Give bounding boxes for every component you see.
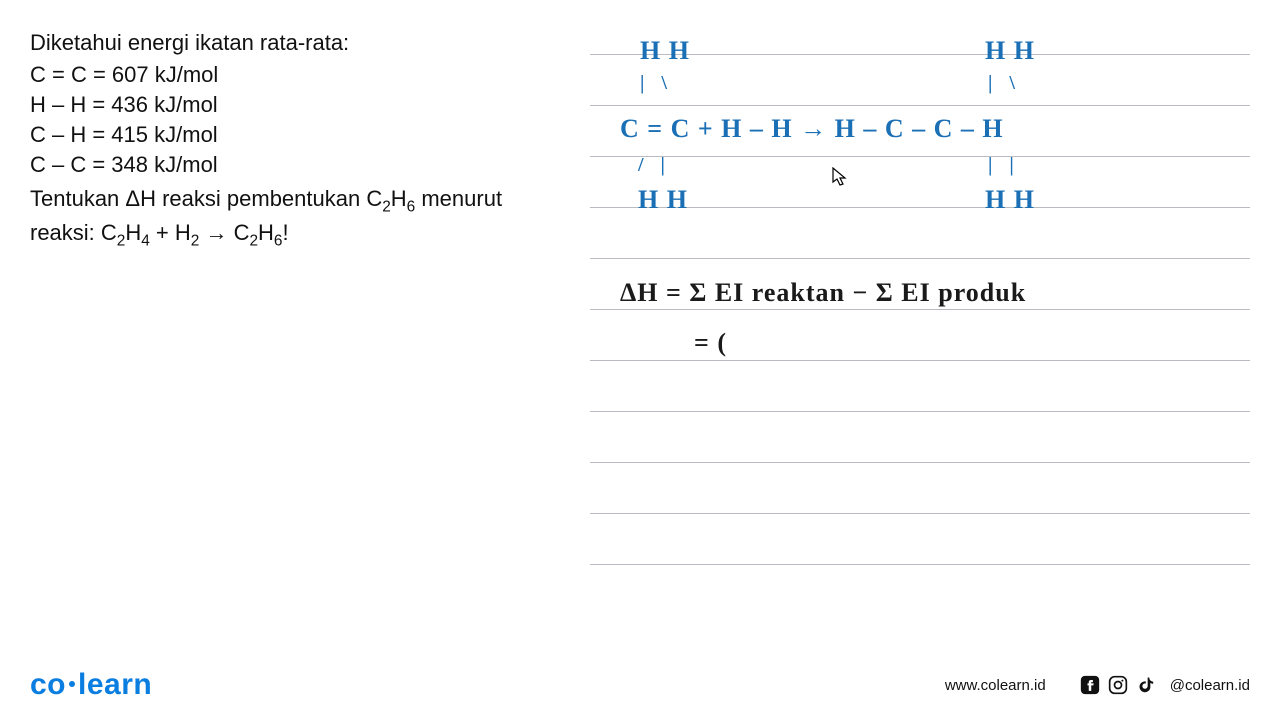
problem-question: Tentukan ΔH reaksi pembentukan C2H6 menu… [30,184,570,252]
ink-work-2: = ( [694,328,727,358]
ink-work-1: ΔH = Σ EI reaktan − Σ EI produk [620,278,1026,308]
q-sub-1: 2 [382,198,391,215]
instagram-icon [1108,675,1128,695]
bond-1: C = C = 607 kJ/mol [30,62,570,88]
q-text-6: + H [150,220,191,245]
q-text-2: H [391,186,407,211]
ink-bond-tr: | \ [988,72,1021,95]
facebook-icon [1080,675,1100,695]
q-text-1: Tentukan ΔH reaksi pembentukan C [30,186,382,211]
whiteboard-panel: H H H H | \ | \ C = C + H – H → H – C – … [590,30,1250,630]
footer-url: www.colearn.id [945,677,1046,694]
cursor-icon [832,167,848,187]
q-sub-4: 4 [141,232,150,249]
social-icons [1080,675,1156,695]
q-text-9: ! [282,220,288,245]
brand-learn: learn [78,668,152,701]
ink-middle: C = C + H – H → H – C – C – H [620,114,1004,144]
brand-co: co [30,668,66,701]
ink-bond-bl: / | [638,154,671,177]
ink-bot-h-right: H H [985,185,1035,215]
q-sub-6: 2 [249,232,258,249]
ink-bond-tl: | \ [640,72,673,95]
bond-3: C – H = 415 kJ/mol [30,122,570,148]
bond-2: H – H = 436 kJ/mol [30,92,570,118]
q-text-5: H [125,220,141,245]
q-text-8: H [258,220,274,245]
q-text-7: → C [199,220,249,245]
ink-bond-br: | | [988,154,1020,177]
q-text-4: reaksi: C [30,220,117,245]
footer-right: www.colearn.id @colearn.id [945,675,1250,695]
brand-logo: colearn [30,668,152,702]
footer: colearn www.colearn.id @colearn.id [0,650,1280,720]
problem-title: Diketahui energi ikatan rata-rata: [30,30,570,56]
tiktok-icon [1136,675,1156,695]
footer-handle: @colearn.id [1170,677,1250,694]
q-sub-2: 6 [407,198,416,215]
ink-top-h-left: H H [640,36,690,66]
bond-4: C – C = 348 kJ/mol [30,152,570,178]
ink-top-h-right: H H [985,36,1035,66]
problem-panel: Diketahui energi ikatan rata-rata: C = C… [30,30,590,630]
q-text-3: menurut [415,186,502,211]
ink-bot-h-left: H H [638,185,688,215]
brand-dot-icon [69,681,75,687]
